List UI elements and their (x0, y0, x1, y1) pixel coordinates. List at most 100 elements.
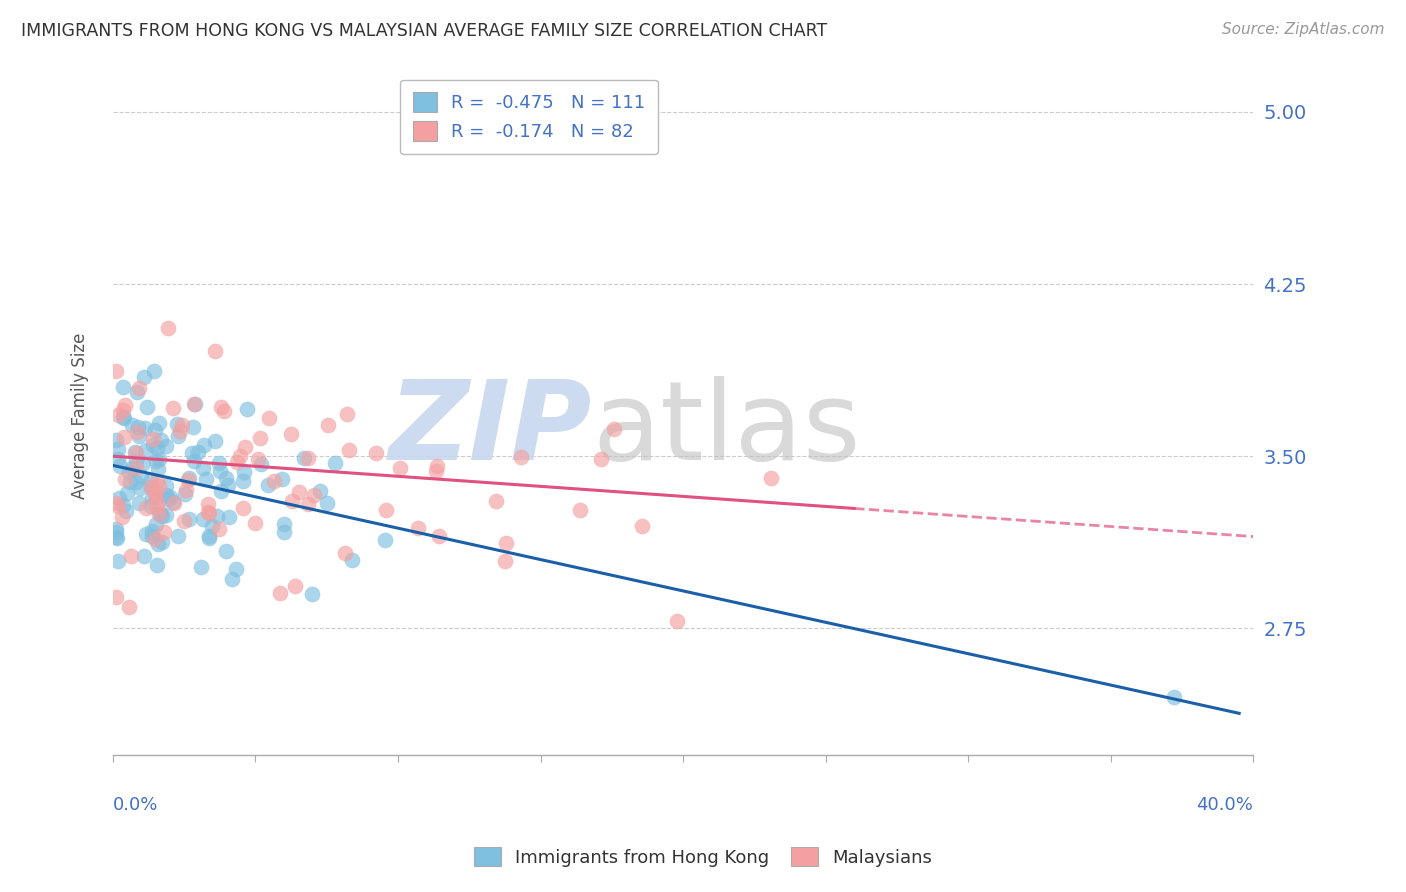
Point (250, 457, 273, 471)
Point (146, 494, 169, 508)
Point (134, 421, 156, 435)
Point (148, 451, 170, 466)
Point (280, 426, 302, 441)
Point (145, 558, 167, 572)
Point (217, 478, 239, 492)
Point (257, 478, 280, 492)
Text: ZIP: ZIP (388, 376, 592, 483)
Point (155, 508, 177, 522)
Point (221, 572, 243, 586)
Point (364, 446, 387, 460)
Point (157, 321, 180, 335)
Point (139, 500, 162, 514)
Point (155, 488, 177, 502)
Point (145, 517, 167, 532)
Point (374, 502, 396, 516)
Point (193, 461, 215, 475)
Point (270, 472, 292, 486)
Point (485, 494, 508, 508)
Point (214, 404, 236, 418)
Point (141, 491, 163, 505)
Point (333, 546, 356, 560)
Point (118, 475, 141, 490)
Point (114, 398, 136, 412)
Point (156, 491, 179, 506)
Y-axis label: Average Family Size: Average Family Size (72, 333, 89, 500)
Point (141, 480, 163, 494)
Point (174, 483, 197, 497)
Point (107, 452, 129, 467)
Point (173, 486, 195, 500)
Point (125, 446, 148, 460)
Point (183, 397, 205, 411)
Point (180, 446, 202, 460)
Point (125, 475, 148, 490)
Point (115, 486, 138, 500)
Point (197, 498, 219, 512)
Point (139, 480, 162, 494)
Point (149, 433, 172, 447)
Point (233, 440, 256, 454)
Point (155, 439, 177, 453)
Point (297, 497, 319, 511)
Point (292, 451, 315, 466)
Point (118, 599, 141, 614)
Point (233, 465, 256, 479)
Point (591, 452, 613, 467)
Point (104, 433, 127, 447)
Point (198, 506, 221, 520)
Point (125, 460, 148, 475)
Point (112, 403, 135, 417)
Point (197, 505, 219, 519)
Point (194, 472, 217, 486)
Point (315, 496, 337, 510)
Point (179, 512, 201, 526)
Point (145, 454, 167, 468)
Point (143, 532, 166, 546)
Point (135, 527, 157, 541)
Point (273, 516, 295, 531)
Point (166, 417, 188, 431)
Point (128, 381, 150, 395)
Point (201, 518, 224, 533)
Point (146, 475, 169, 489)
Point (127, 420, 149, 434)
Point (336, 407, 359, 421)
Point (308, 484, 330, 499)
Point (148, 479, 170, 493)
Point (257, 411, 280, 425)
Point (568, 503, 591, 517)
Point (191, 512, 214, 526)
Point (143, 424, 166, 438)
Point (198, 528, 221, 542)
Point (112, 380, 135, 394)
Point (112, 429, 135, 443)
Point (316, 418, 339, 433)
Point (602, 422, 624, 436)
Legend: Immigrants from Hong Kong, Malaysians: Immigrants from Hong Kong, Malaysians (467, 840, 939, 874)
Point (163, 495, 186, 509)
Point (288, 485, 311, 500)
Point (187, 445, 209, 459)
Point (225, 562, 247, 576)
Point (104, 530, 127, 544)
Point (232, 501, 254, 516)
Point (323, 457, 346, 471)
Point (128, 429, 150, 443)
Point (631, 518, 654, 533)
Point (232, 474, 254, 488)
Point (340, 553, 363, 567)
Point (146, 442, 169, 456)
Point (127, 425, 149, 440)
Point (104, 496, 127, 510)
Point (107, 554, 129, 568)
Text: IMMIGRANTS FROM HONG KONG VS MALAYSIAN AVERAGE FAMILY SIZE CORRELATION CHART: IMMIGRANTS FROM HONG KONG VS MALAYSIAN A… (21, 22, 827, 40)
Point (215, 544, 238, 558)
Point (183, 397, 205, 411)
Point (104, 590, 127, 604)
Point (134, 370, 156, 384)
Point (146, 500, 169, 515)
Point (183, 453, 205, 467)
Point (169, 424, 191, 438)
Point (208, 522, 231, 536)
